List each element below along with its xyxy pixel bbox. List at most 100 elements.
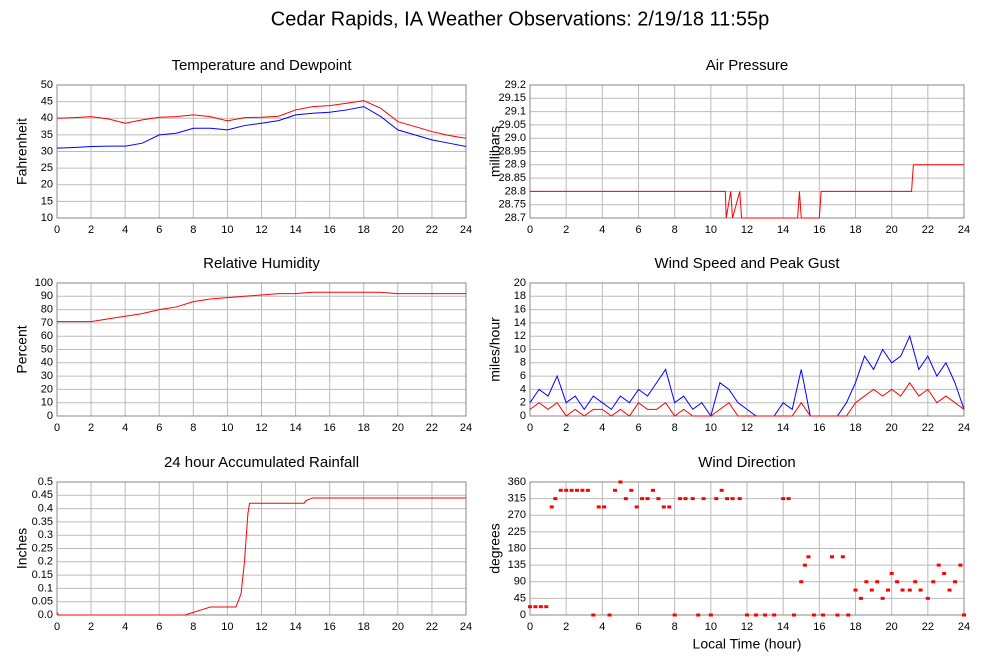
data-point: [875, 580, 880, 584]
y-tick-label: 10: [41, 397, 53, 409]
x-tick-label: 6: [156, 621, 162, 633]
x-tick-label: 14: [777, 621, 789, 633]
data-point: [730, 497, 735, 501]
data-point: [907, 588, 912, 592]
y-tick-label: 28.8: [505, 185, 526, 197]
x-tick-label: 8: [190, 621, 196, 633]
y-axis-label: millibars: [487, 126, 503, 177]
x-tick-label: 22: [426, 422, 438, 434]
y-tick-label: 0.3: [38, 529, 53, 541]
data-point: [829, 555, 834, 559]
data-line: [56, 100, 467, 139]
x-tick-label: 14: [289, 224, 301, 236]
x-tick-label: 22: [922, 621, 934, 633]
y-tick-label: 0.45: [32, 489, 53, 501]
panel: Wind Speed and Peak Gustmiles/hour024681…: [487, 255, 970, 434]
data-point: [569, 488, 574, 492]
x-tick-label: 2: [563, 621, 569, 633]
y-tick-label: 28.85: [498, 172, 526, 184]
x-tick-label: 16: [324, 621, 336, 633]
x-tick-label: 0: [527, 621, 533, 633]
y-tick-label: 18: [514, 290, 526, 302]
figure-title: Cedar Rapids, IA Weather Observations: 2…: [271, 8, 769, 30]
x-tick-label: 14: [777, 224, 789, 236]
y-tick-label: 40: [41, 357, 53, 369]
y-tick-label: 0.4: [38, 503, 53, 515]
x-tick-label: 2: [88, 224, 94, 236]
x-tick-label: 24: [958, 621, 970, 633]
y-tick-label: 16: [514, 304, 526, 316]
x-tick-label: 14: [289, 422, 301, 434]
y-tick-label: 45: [41, 96, 53, 108]
y-tick-label: 2: [520, 397, 526, 409]
x-tick-label: 24: [460, 422, 472, 434]
data-point: [799, 580, 804, 584]
y-tick-label: 100: [35, 277, 53, 289]
y-tick-label: 28.75: [498, 199, 526, 211]
x-tick-label: 0: [54, 422, 60, 434]
y-tick-label: 0.2: [38, 556, 53, 568]
x-tick-label: 14: [289, 621, 301, 633]
x-tick-label: 8: [672, 422, 678, 434]
data-point: [880, 596, 885, 600]
data-point: [690, 497, 695, 501]
data-line: [529, 381, 965, 417]
x-tick-label: 8: [672, 224, 678, 236]
data-point: [947, 588, 952, 592]
data-line: [529, 334, 965, 418]
x-tick-label: 16: [324, 422, 336, 434]
data-point: [575, 488, 580, 492]
x-tick-label: 12: [741, 422, 753, 434]
data-line: [56, 497, 466, 616]
data-point: [549, 505, 554, 509]
y-tick-label: 25: [41, 162, 53, 174]
data-point: [596, 505, 601, 509]
x-tick-label: 0: [54, 224, 60, 236]
y-tick-label: 270: [508, 509, 526, 521]
data-point: [840, 555, 845, 559]
data-point: [737, 497, 742, 501]
x-tick-label: 4: [122, 621, 128, 633]
y-tick-label: 90: [41, 290, 53, 302]
data-point: [962, 613, 966, 617]
data-point: [942, 571, 947, 575]
y-tick-label: 20: [514, 277, 526, 289]
data-point: [802, 563, 807, 567]
data-point: [725, 497, 730, 501]
y-tick-label: 0.15: [32, 569, 53, 581]
data-point: [607, 613, 612, 617]
data-point: [558, 488, 563, 492]
y-tick-label: 70: [41, 317, 53, 329]
x-tick-label: 16: [813, 422, 825, 434]
x-tick-label: 20: [392, 224, 404, 236]
y-tick-label: 50: [41, 79, 53, 91]
data-point: [683, 497, 688, 501]
plot-frame: [56, 282, 467, 417]
y-tick-label: 35: [41, 129, 53, 141]
y-tick-label: 80: [41, 304, 53, 316]
x-tick-label: 22: [426, 621, 438, 633]
data-point: [714, 497, 719, 501]
data-point: [553, 497, 558, 501]
y-tick-label: 90: [514, 576, 526, 588]
data-point: [820, 613, 825, 617]
panel-title: Wind Direction: [698, 454, 796, 471]
y-tick-label: 20: [41, 179, 53, 191]
x-tick-label: 18: [849, 621, 861, 633]
y-tick-label: 10: [514, 343, 526, 355]
panel: Wind Direction degrees Local Time (hour) 0 4…: [487, 454, 970, 652]
x-tick-label: 2: [563, 422, 569, 434]
x-tick-label: 4: [599, 621, 605, 633]
panel-title: Relative Humidity: [203, 255, 320, 272]
data-point: [629, 488, 634, 492]
y-tick-label: 29.2: [505, 79, 526, 91]
data-point: [952, 580, 957, 584]
x-tick-label: 18: [849, 224, 861, 236]
data-point: [895, 580, 900, 584]
y-tick-label: 60: [41, 330, 53, 342]
x-tick-label: 24: [958, 224, 970, 236]
data-point: [602, 505, 607, 509]
data-point: [811, 613, 816, 617]
x-tick-label: 20: [886, 224, 898, 236]
y-tick-label: 6: [520, 370, 526, 382]
